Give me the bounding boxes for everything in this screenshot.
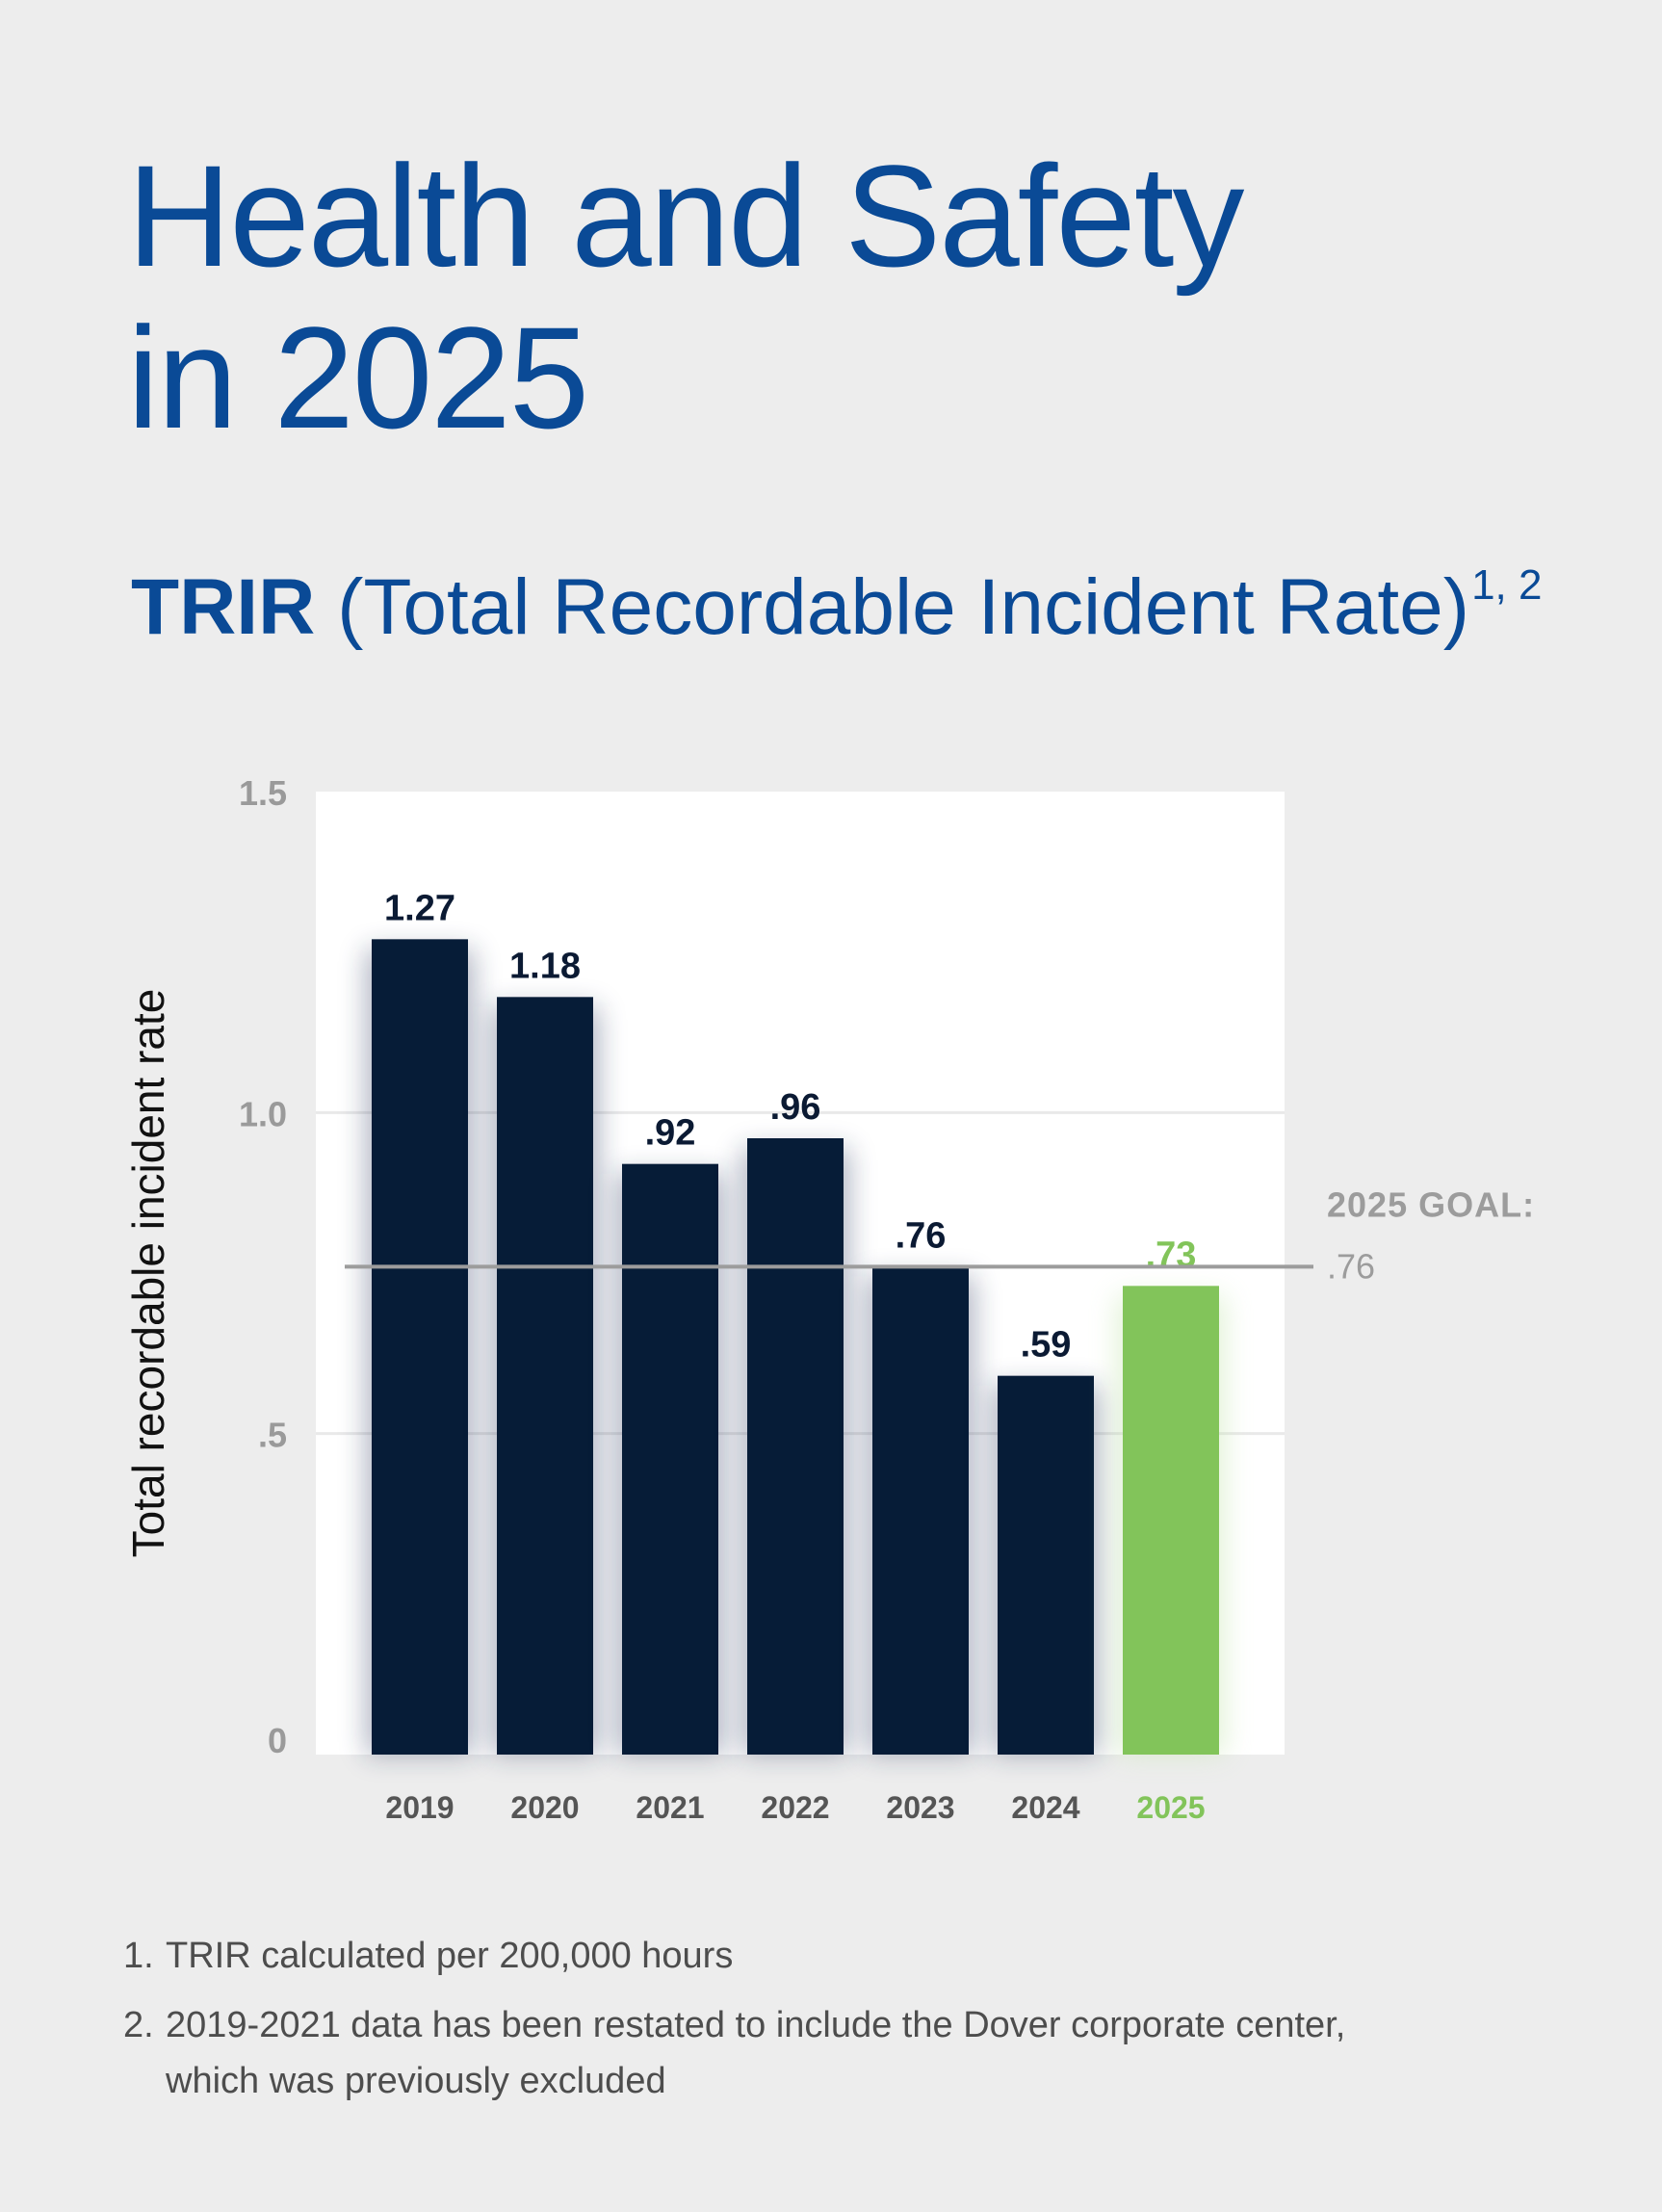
y-tick-label: 1.0 xyxy=(239,1094,287,1133)
x-tick-label: 2019 xyxy=(385,1790,454,1825)
x-tick-label: 2021 xyxy=(636,1790,704,1825)
bar xyxy=(497,997,593,1755)
bar-value-label: .59 xyxy=(1021,1325,1072,1366)
goal-value-label: .76 xyxy=(1327,1246,1375,1286)
subtitle-text: (Total Recordable Incident Rate) xyxy=(337,563,1470,651)
footnote-1-number: 1. xyxy=(123,1936,154,1976)
bar xyxy=(622,1163,718,1755)
bar-value-label: .96 xyxy=(770,1087,821,1128)
subtitle-footnote-ref: 1, 2 xyxy=(1471,561,1543,609)
bar xyxy=(1123,1286,1219,1755)
x-tick-label: 2020 xyxy=(510,1790,579,1825)
footnotes: 1. TRIR calculated per 200,000 hours 2. … xyxy=(123,1928,1394,2109)
bar xyxy=(372,939,468,1755)
trir-bar-chart: 0 .5 1.0 1.5 Total recordable incident rate 1… xyxy=(123,773,1535,1825)
footnote-2: 2. 2019-2021 data has been restated to i… xyxy=(123,1997,1394,2109)
subtitle-abbrev: TRIR xyxy=(131,563,316,651)
footnote-2-text: 2019-2021 data has been restated to incl… xyxy=(166,2005,1346,2101)
bar-value-label: .92 xyxy=(645,1113,696,1154)
x-tick-label: 2023 xyxy=(886,1790,954,1825)
title-line-2: in 2025 xyxy=(127,297,589,458)
footnote-2-number: 2. xyxy=(123,2005,154,2045)
y-tick-label: 0 xyxy=(268,1721,287,1760)
y-tick-label: .5 xyxy=(258,1416,287,1455)
title-line-1: Health and Safety xyxy=(127,135,1244,297)
y-tick-label: 1.5 xyxy=(239,773,287,813)
x-tick-label: 2025 xyxy=(1136,1790,1205,1825)
x-tick-label: 2024 xyxy=(1011,1790,1079,1825)
footnote-1-text: TRIR calculated per 200,000 hours xyxy=(166,1936,734,1976)
bar-value-label: .73 xyxy=(1146,1235,1197,1275)
bar xyxy=(872,1266,969,1755)
goal-label: 2025 GOAL: xyxy=(1327,1184,1535,1224)
bar xyxy=(747,1138,844,1755)
bar xyxy=(998,1375,1094,1755)
footnote-1: 1. TRIR calculated per 200,000 hours xyxy=(123,1928,1394,1984)
chart-subtitle: TRIR (Total Recordable Incident Rate)1, … xyxy=(131,539,1542,654)
bar-value-label: 1.18 xyxy=(509,946,581,986)
x-tick-label: 2022 xyxy=(761,1790,829,1825)
bar-value-label: .76 xyxy=(896,1215,947,1256)
y-axis-label: Total recordable incident rate xyxy=(123,989,173,1558)
page-title: Health and Safety in 2025 xyxy=(127,135,1244,458)
bar-value-label: 1.27 xyxy=(384,888,455,928)
